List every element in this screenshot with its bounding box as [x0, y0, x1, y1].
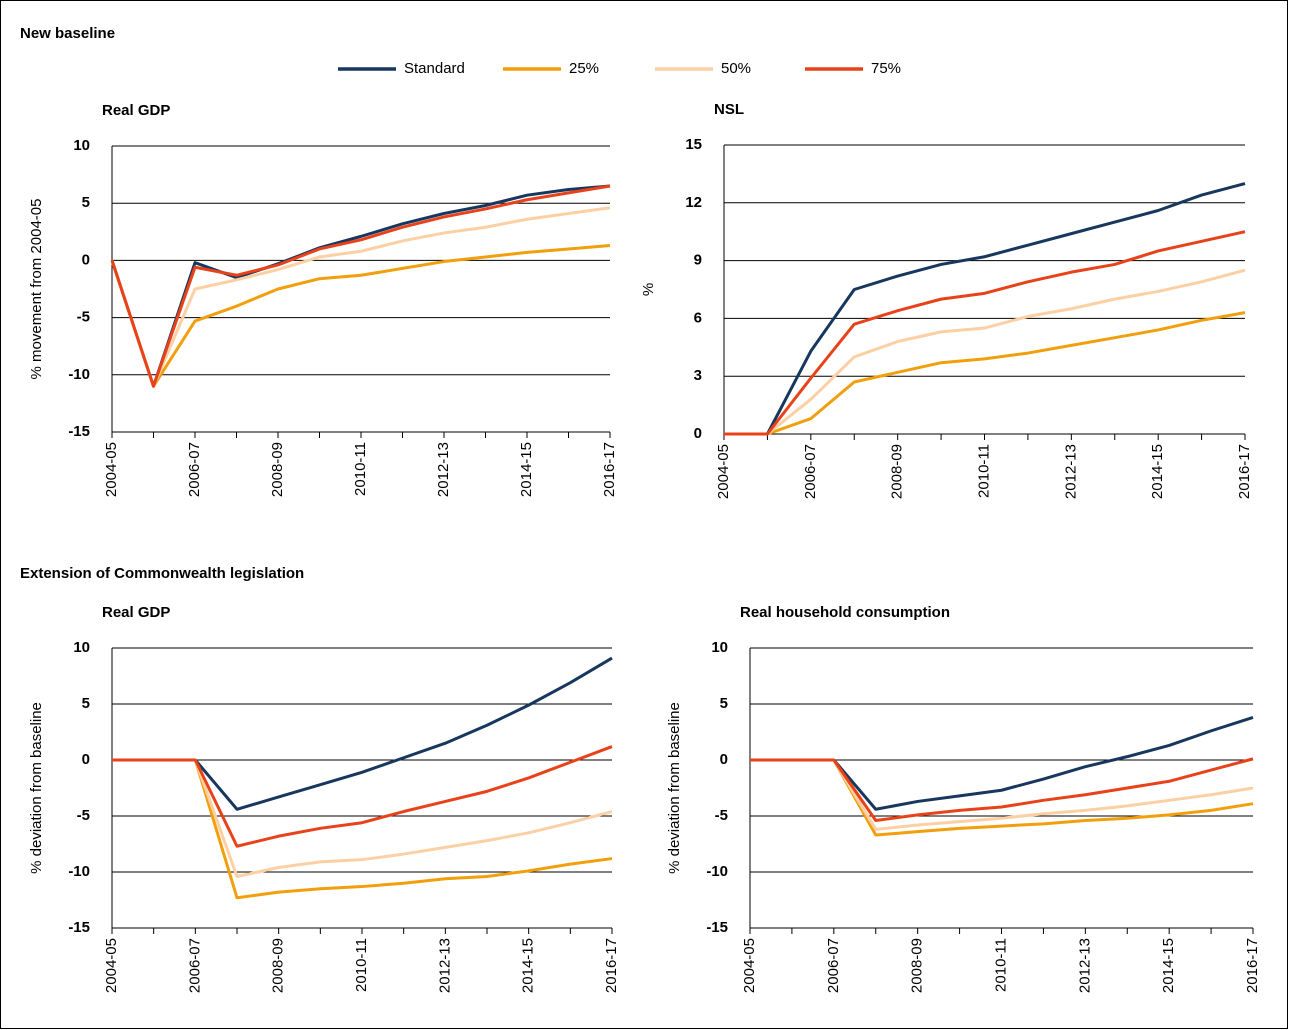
data-line: [112, 758, 613, 878]
y-axis-label: %: [640, 283, 657, 296]
x-tick-label: 2010-11: [353, 938, 370, 992]
section-heading: Extension of Commonwealth legislation: [20, 565, 304, 582]
y-axis-label: % deviation from baseline: [666, 702, 683, 874]
y-tick-label: 12: [685, 194, 702, 211]
x-tick-label: 2014-15: [1149, 444, 1166, 499]
y-tick-label: 5: [82, 194, 90, 211]
data-line: [750, 758, 1254, 837]
x-tick-label: 2016-17: [1244, 938, 1261, 993]
y-tick-label: 15: [685, 136, 702, 153]
data-line: [750, 757, 1254, 822]
y-tick-label: 10: [73, 137, 90, 154]
x-tick-label: 2006-07: [186, 938, 203, 993]
y-tick-label: -10: [68, 863, 90, 880]
data-line: [110, 206, 611, 388]
chart-title: Real household consumption: [740, 604, 950, 621]
chart-title: Real GDP: [102, 102, 170, 119]
data-line: [724, 182, 1246, 436]
data-line: [110, 244, 611, 388]
x-tick-label: 2012-13: [1076, 938, 1093, 993]
section-heading: New baseline: [20, 25, 115, 42]
y-tick-label: -15: [706, 919, 728, 936]
data-line: [750, 758, 1254, 831]
y-tick-label: -10: [68, 366, 90, 383]
y-tick-label: -5: [77, 807, 90, 824]
data-line: [110, 184, 611, 388]
x-tick-label: 2014-15: [518, 442, 535, 497]
data-line: [112, 656, 613, 811]
x-tick-label: 2016-17: [1236, 444, 1253, 499]
chart-title: Real GDP: [102, 604, 170, 621]
x-tick-label: 2008-09: [889, 444, 906, 499]
data-line: [750, 716, 1254, 811]
y-tick-label: -5: [77, 309, 90, 326]
x-tick-label: 2004-05: [103, 442, 120, 497]
legend-label: 75%: [871, 60, 901, 77]
data-line: [112, 758, 613, 900]
x-tick-label: 2008-09: [909, 938, 926, 993]
x-tick-label: 2012-13: [1062, 444, 1079, 499]
x-tick-label: 2006-07: [825, 938, 842, 993]
data-line: [112, 745, 613, 848]
y-axis-label: % movement from 2004-05: [28, 199, 45, 380]
y-tick-label: 3: [694, 367, 702, 384]
x-tick-label: 2010-11: [352, 442, 369, 496]
y-tick-label: -5: [715, 807, 728, 824]
x-tick-label: 2016-17: [601, 442, 618, 497]
y-tick-label: 9: [694, 252, 702, 269]
legend-label: 25%: [569, 60, 599, 77]
x-tick-label: 2004-05: [103, 938, 120, 993]
data-line: [724, 268, 1246, 436]
x-tick-label: 2006-07: [802, 444, 819, 499]
legend-label: Standard: [404, 60, 465, 77]
y-tick-label: 6: [694, 309, 702, 326]
x-tick-label: 2008-09: [269, 442, 286, 497]
x-tick-label: 2004-05: [741, 938, 758, 993]
data-line: [724, 230, 1246, 436]
y-tick-label: 10: [73, 639, 90, 656]
y-tick-label: -10: [706, 863, 728, 880]
x-tick-label: 2010-11: [992, 938, 1009, 992]
y-tick-label: 0: [82, 751, 90, 768]
x-tick-label: 2014-15: [520, 938, 537, 993]
y-tick-label: 0: [82, 251, 90, 268]
y-tick-label: 10: [711, 639, 728, 656]
y-tick-label: -15: [68, 919, 90, 936]
x-tick-label: 2016-17: [603, 938, 620, 993]
y-tick-label: 0: [720, 751, 728, 768]
chart-title: NSL: [714, 101, 744, 118]
x-tick-label: 2012-13: [435, 442, 452, 497]
x-tick-label: 2004-05: [715, 444, 732, 499]
y-tick-label: 0: [694, 425, 702, 442]
data-line: [724, 311, 1246, 436]
x-tick-label: 2006-07: [186, 442, 203, 497]
legend-label: 50%: [721, 60, 751, 77]
x-tick-label: 2012-13: [436, 938, 453, 993]
x-tick-label: 2010-11: [975, 444, 992, 498]
data-line: [110, 184, 611, 388]
x-tick-label: 2014-15: [1160, 938, 1177, 993]
y-axis-label: % deviation from baseline: [28, 702, 45, 874]
y-tick-label: -15: [68, 423, 90, 440]
y-tick-label: 5: [82, 695, 90, 712]
x-tick-label: 2008-09: [270, 938, 287, 993]
y-tick-label: 5: [720, 695, 728, 712]
